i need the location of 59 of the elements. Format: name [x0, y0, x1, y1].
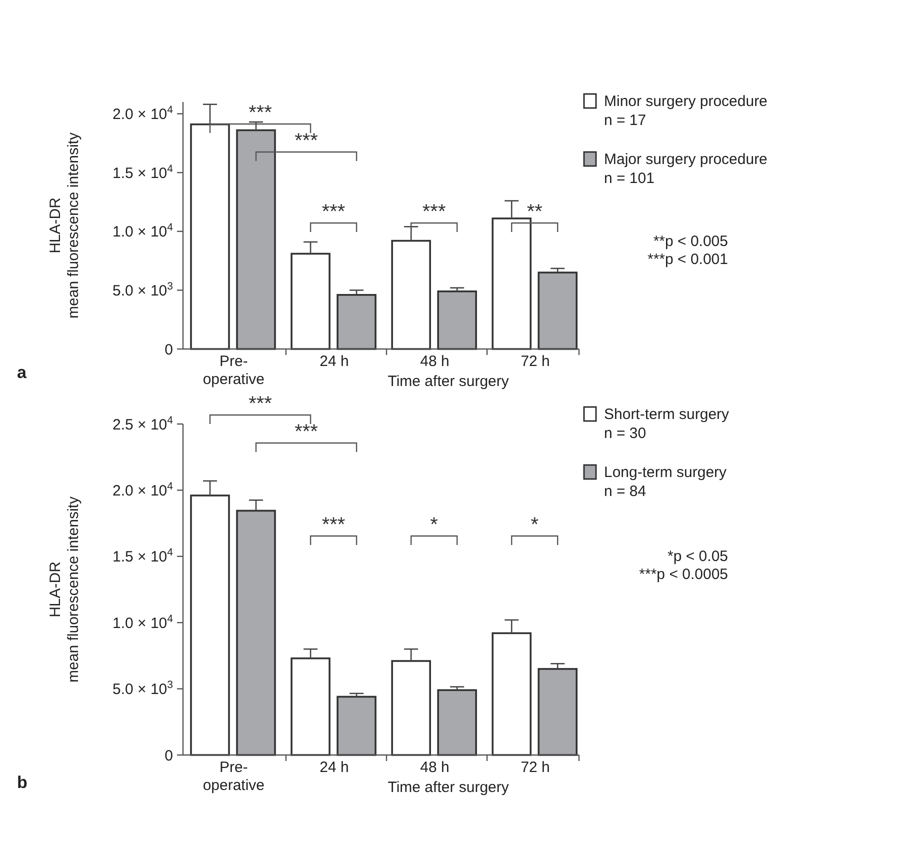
annotation: ** [526, 201, 543, 223]
y-tick-label: 5.0 × 10$^{3}$ [112, 280, 174, 300]
y-tick-label: 0 [164, 747, 173, 764]
x-tick-label: 48 h [420, 353, 450, 370]
x-tick-label: 72 h [520, 353, 550, 370]
x-tick-label: 72 h [520, 759, 550, 776]
x-tick-label: Pre- operative [202, 759, 265, 794]
bar [437, 689, 477, 756]
annotation: *** [294, 421, 318, 443]
text: *p < 0.05 [668, 548, 728, 565]
annotation: *** [422, 201, 446, 223]
bar [336, 294, 376, 350]
x-tick-label: Pre- operative [202, 353, 265, 388]
bar [391, 240, 431, 350]
x-tick-label: 24 h [320, 353, 349, 370]
x-axis-title: Time after surgery [388, 779, 510, 796]
bar [538, 668, 578, 756]
bar [236, 510, 276, 756]
y-tick-label: 1.5 × 10$^{4}$ [112, 546, 174, 566]
y-tick-label: 0 [164, 341, 173, 358]
text: **p < 0.005 [653, 233, 728, 250]
legend-label: Major surgery procedure n = 101 [604, 151, 768, 187]
y-tick-label: 2.5 × 10$^{4}$ [112, 414, 174, 434]
annotation: *** [322, 514, 346, 536]
legend-label: Long-term surgery n = 84 [604, 464, 728, 500]
bar [190, 123, 230, 350]
annotation: * [530, 514, 539, 536]
annotation: *** [322, 201, 346, 223]
annotation: *** [294, 130, 318, 152]
bar [336, 696, 376, 756]
x-tick-label: 48 h [420, 759, 450, 776]
annotation: *** [248, 102, 272, 124]
legend-label: Short-term surgery n = 30 [604, 406, 730, 442]
y-tick-label: 1.0 × 10$^{4}$ [112, 222, 174, 241]
annotation: * [430, 514, 438, 536]
bar [290, 657, 330, 756]
y-tick-label: 1.5 × 10$^{4}$ [112, 162, 174, 182]
bar [190, 494, 230, 756]
bar [492, 218, 532, 350]
x-axis-title: Time after surgery [388, 373, 510, 390]
y-axis-title: HLA-DR mean fluorescence intensity [47, 132, 82, 318]
bar [492, 632, 532, 756]
y-tick-label: 2.0 × 10$^{4}$ [112, 104, 174, 124]
bar [391, 660, 431, 756]
bar [236, 129, 276, 350]
x-tick-label: 24 h [320, 759, 349, 776]
text: ***p < 0.001 [648, 251, 728, 268]
bar [437, 290, 477, 350]
text: b [17, 773, 28, 792]
bar [538, 272, 578, 350]
text: *** [248, 393, 272, 415]
text: ***p < 0.0005 [639, 566, 728, 583]
text: a [17, 363, 27, 382]
y-tick-label: 1.0 × 10$^{4}$ [112, 612, 174, 632]
legend-label: Minor surgery procedure n = 17 [604, 93, 768, 129]
y-tick-label: 5.0 × 10$^{3}$ [112, 679, 174, 698]
bar [290, 252, 330, 350]
y-axis-title: HLA-DR mean fluorescence intensity [47, 496, 82, 682]
y-tick-label: 2.0 × 10$^{4}$ [112, 480, 174, 500]
